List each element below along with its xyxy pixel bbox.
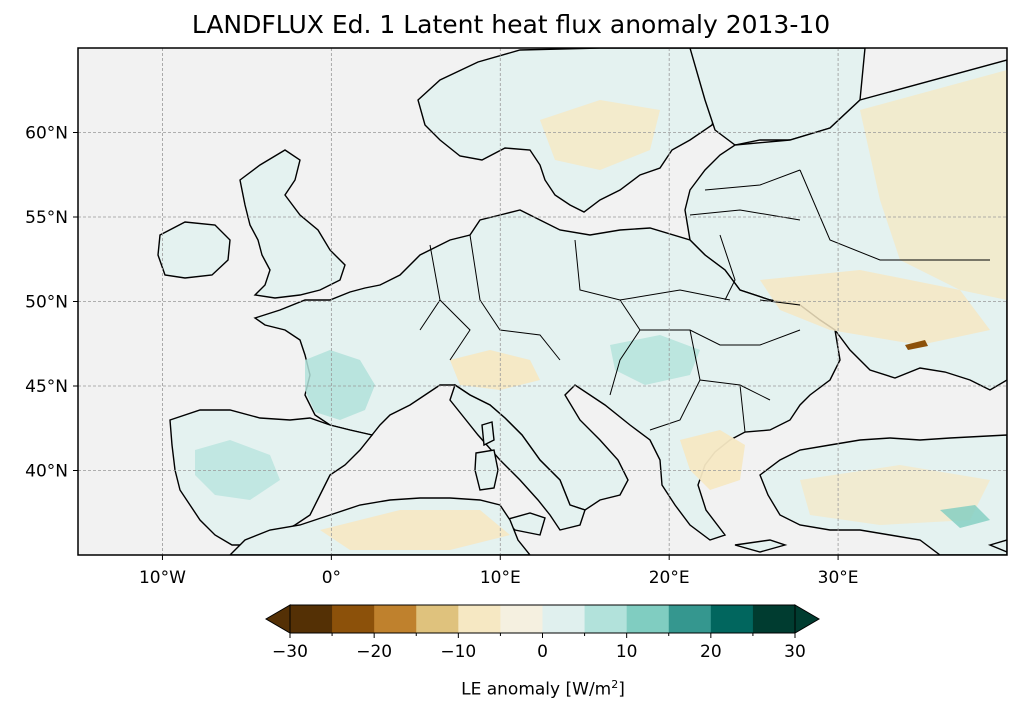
colorbar-label: LE anomaly [W/m2] [461, 678, 625, 700]
negative-anomaly-sweden [540, 100, 660, 170]
longitude-tick-labels: 10°W 0° 10°E 20°E 30°E [139, 555, 859, 588]
corsica-land [481, 421, 495, 447]
negative-anomaly-north-italy [450, 350, 540, 390]
cyprus-land [987, 539, 1007, 553]
strong-negative-spot-ukraine [905, 340, 928, 350]
colorbar-segment [458, 605, 501, 633]
lon-tick-label: 10°W [139, 568, 186, 588]
positive-anomaly-iberia [195, 440, 280, 500]
lat-tick-label: 40°N [25, 462, 68, 482]
crete-land [734, 539, 788, 553]
positive-anomaly-turkey-coast [940, 505, 990, 528]
colorbar-segment [332, 605, 375, 633]
colorbar-tick-label: 20 [700, 642, 722, 662]
latitude-tick-labels: 60°N 55°N 50°N 45°N 40°N [25, 124, 78, 482]
colorbar-tick-label: 0 [537, 642, 548, 662]
colorbar-segment [374, 605, 417, 633]
ireland-land [157, 221, 231, 279]
colorbar-segment [668, 605, 712, 633]
country-borders [419, 169, 990, 433]
colorbar: −30 −20 −10 0 10 20 30 [265, 604, 820, 662]
colorbar-extend-max [794, 604, 820, 634]
lon-tick-label: 10°E [480, 568, 521, 588]
border-lines [419, 169, 990, 433]
gridlines [78, 48, 1007, 555]
colorbar-segment [290, 605, 333, 633]
colorbar-segment [416, 605, 459, 633]
finland-land [689, 48, 866, 146]
lat-tick-label: 50°N [25, 293, 68, 313]
lon-tick-label: 30°E [818, 568, 859, 588]
negative-anomaly-ukraine [760, 270, 990, 345]
map-title: LANDFLUX Ed. 1 Latent heat flux anomaly … [191, 10, 831, 39]
colorbar-segment [626, 605, 670, 633]
lat-tick-label: 45°N [25, 377, 68, 397]
colorbar-tick-label: −10 [440, 642, 476, 662]
italy-land [449, 383, 586, 531]
colorbar-tick-label: −20 [356, 642, 392, 662]
colorbar-tick-label: 30 [784, 642, 806, 662]
colorbar-segment [584, 605, 628, 633]
colorbar-tick-label: −30 [272, 642, 308, 662]
lon-tick-label: 0° [322, 568, 341, 588]
lon-tick-label: 20°E [649, 568, 690, 588]
negative-anomaly-balkans [680, 430, 745, 490]
colorbar-segment [752, 605, 796, 633]
colorbar-segment [710, 605, 754, 633]
anomaly-patches [195, 70, 1007, 550]
positive-anomaly-hungary [610, 335, 700, 385]
lat-tick-label: 60°N [25, 124, 68, 144]
positive-anomaly-west-france [305, 350, 375, 420]
great-britain-land [239, 149, 346, 299]
colorbar-extend-min [265, 604, 291, 634]
colorbar-segment [542, 605, 586, 633]
lat-tick-label: 55°N [25, 208, 68, 228]
colorbar-segment [500, 605, 543, 633]
negative-anomaly-russia [860, 70, 1007, 300]
sardinia-land [474, 449, 499, 491]
colorbar-tick-label: 10 [616, 642, 638, 662]
negative-anomaly-north-africa [320, 510, 510, 550]
